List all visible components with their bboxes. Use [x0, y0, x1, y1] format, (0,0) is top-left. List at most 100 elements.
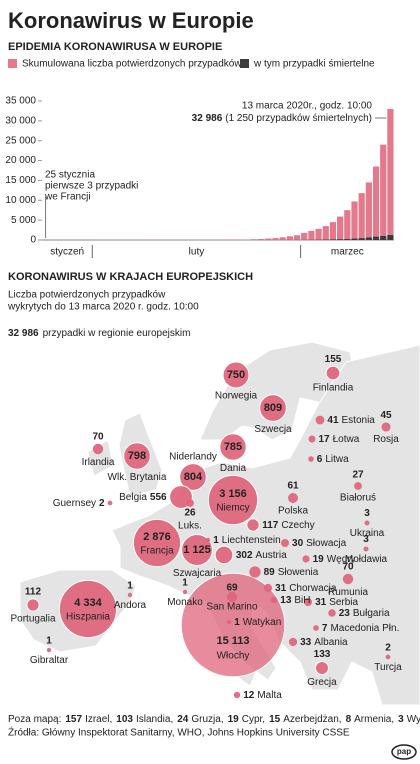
country-value: 302 [236, 550, 253, 561]
country-name: Wlk. Brytania [108, 472, 167, 483]
chart-title: EPIDEMIA KORONAWIRUSA W EUROPIE [8, 41, 222, 53]
bubble [363, 546, 369, 552]
bubble [308, 435, 316, 443]
bubble [222, 361, 250, 389]
country-name: Czechy [281, 520, 314, 531]
bubble [233, 691, 241, 699]
total-text: przypadki w regionie europejskim [43, 328, 191, 339]
country-name: Gibraltar [30, 655, 69, 666]
outside-value: 103 [116, 714, 133, 725]
logo: pap [397, 747, 411, 756]
bar [315, 228, 322, 240]
x-month-label: luty [189, 247, 205, 258]
country-name: Liechtenstein [222, 535, 281, 546]
country-label: 17 Łotwa [318, 434, 359, 445]
bar [337, 239, 344, 240]
country-value: 1 [46, 635, 52, 646]
country-label: 117 Czechy [262, 520, 315, 531]
bubble-value: 804 [184, 471, 203, 483]
outside-name: Armenia, [354, 714, 394, 725]
y-tick-label: 25 000 [5, 135, 36, 146]
country-value: 45 [380, 410, 392, 421]
country-name: Szwecja [254, 424, 292, 435]
bubble [313, 625, 319, 631]
country-name: Andora [114, 600, 147, 611]
country-name: Luks. [178, 521, 202, 532]
country-value: 1 [213, 535, 219, 546]
bubble [127, 592, 133, 598]
map-subtitle: Liczba potwierdzonych przypadków [8, 290, 166, 301]
x-month-label: styczeń [50, 247, 84, 258]
bubble [342, 573, 354, 585]
country-value: 61 [287, 481, 299, 492]
country-value: 3 [364, 508, 370, 519]
bar [308, 230, 315, 240]
bubble [249, 566, 261, 578]
bubble [288, 493, 298, 503]
country-value: 117 [262, 520, 279, 531]
total-value: 32 986 [8, 328, 39, 339]
bubble [182, 589, 188, 595]
outside-value: 15 [269, 714, 281, 725]
country-name: Monako [167, 597, 203, 608]
bubble [280, 538, 290, 548]
country-value: 89 [264, 567, 276, 578]
country-name: Słowenia [278, 567, 319, 578]
country-value: 41 [327, 415, 339, 426]
country-label: 41 Estonia [327, 415, 375, 426]
bar [344, 239, 351, 240]
y-tick-label: 30 000 [5, 115, 36, 126]
bubble [226, 591, 238, 603]
annotation: 32 986 (1 250 przypadków śmiertelnych) [192, 113, 372, 124]
annotation: we Francji [44, 192, 91, 203]
legend-swatch [240, 59, 249, 68]
bubble [354, 482, 362, 490]
annotation-value: 32 986 [192, 113, 223, 124]
bubble [381, 422, 391, 432]
country-name: BiH [294, 595, 310, 606]
country-value: 30 [292, 538, 304, 549]
x-month-label: marzec [331, 247, 364, 258]
country-value: 19 [313, 554, 325, 565]
country-name: Mołdawia [345, 554, 388, 565]
bubble [315, 661, 329, 675]
bubble-value: 809 [264, 402, 282, 414]
country-name: Szwajcaria [173, 568, 222, 579]
bubble-value: 4 334 [74, 597, 102, 609]
country-name: Watykan [243, 617, 282, 628]
country-label: Belgia 556 [119, 492, 167, 503]
bubble [207, 474, 259, 526]
bubble-value: 3 156 [219, 488, 247, 500]
bubble [58, 579, 118, 639]
country-label: 33 Albania [300, 637, 348, 648]
country-label: Guernsey 2 [53, 498, 105, 509]
y-tick-label: 0 [30, 235, 36, 246]
y-tick-label: 5 000 [11, 215, 36, 226]
bar [286, 236, 293, 240]
page-title: Koronawirus w Europie [8, 8, 254, 33]
country-value: 2 [99, 498, 105, 509]
bar [329, 222, 337, 240]
bubble [288, 637, 298, 647]
country-name: Austria [256, 550, 288, 561]
bubble [180, 572, 286, 678]
bar [351, 201, 358, 240]
country-name: Litwa [325, 454, 349, 465]
bubble [385, 654, 391, 660]
bubble [364, 520, 370, 526]
annotation: 25 stycznia [45, 170, 95, 181]
bar [387, 235, 394, 240]
country-name: Irlandia [82, 457, 115, 468]
bubble-value: 15 113 [216, 635, 249, 647]
bar [279, 237, 286, 240]
bubble [302, 555, 310, 563]
country-name: Turcja [374, 662, 402, 673]
outside-value: 157 [65, 714, 82, 725]
bar [365, 237, 372, 240]
bar [387, 108, 394, 240]
country-value: 13 [280, 595, 292, 606]
outside-value: 8 [346, 714, 352, 725]
y-tick-label: 10 000 [5, 195, 36, 206]
country-value: 70 [342, 561, 354, 572]
bubble [315, 415, 325, 425]
